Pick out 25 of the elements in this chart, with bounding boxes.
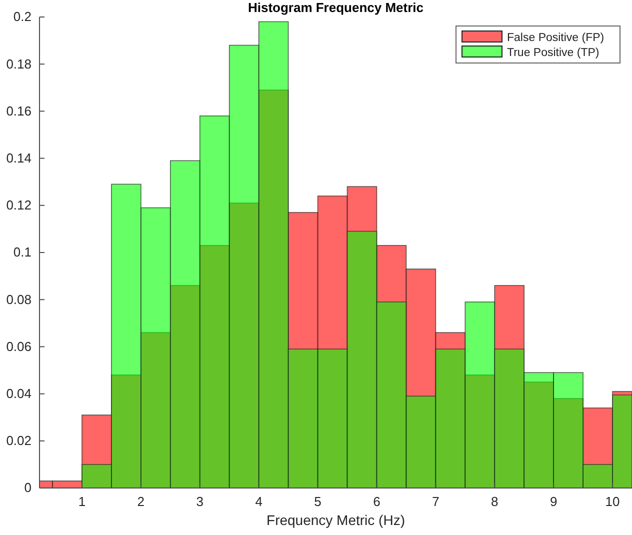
x-tick-label: 6: [373, 494, 380, 510]
x-axis-title: Frequency Metric (Hz): [266, 512, 405, 528]
y-tick-label: 0.02: [6, 433, 32, 448]
y-tick-label: 0.04: [6, 386, 32, 401]
x-tick-label: 5: [314, 494, 322, 510]
y-tick-label: 0.2: [13, 9, 32, 24]
x-tick-label: 10: [605, 494, 620, 510]
x-tick-label: 7: [432, 494, 440, 510]
x-tick-label: 3: [196, 494, 204, 510]
y-tick-label: 0.08: [6, 292, 32, 307]
y-tick-label: 0: [24, 480, 32, 496]
y-tick-label: 0.1: [13, 244, 32, 260]
y-tick-label: 0.16: [6, 103, 32, 118]
y-tick-label: 0.06: [6, 338, 32, 354]
x-tick-label: 9: [550, 494, 558, 510]
y-tick-label: 0.18: [6, 56, 32, 72]
y-tick-label: 0.14: [6, 150, 32, 166]
x-tick-label: 4: [255, 494, 262, 510]
chart-title: Histogram Frequency Metric: [248, 0, 424, 15]
x-tick-label: 1: [78, 494, 86, 510]
y-tick-label: 0.12: [6, 198, 32, 213]
legend-label: True Positive (TP): [507, 47, 600, 59]
legend-label: False Positive (FP): [507, 32, 604, 44]
x-tick-label: 8: [491, 494, 498, 510]
x-tick-label: 2: [137, 494, 145, 510]
